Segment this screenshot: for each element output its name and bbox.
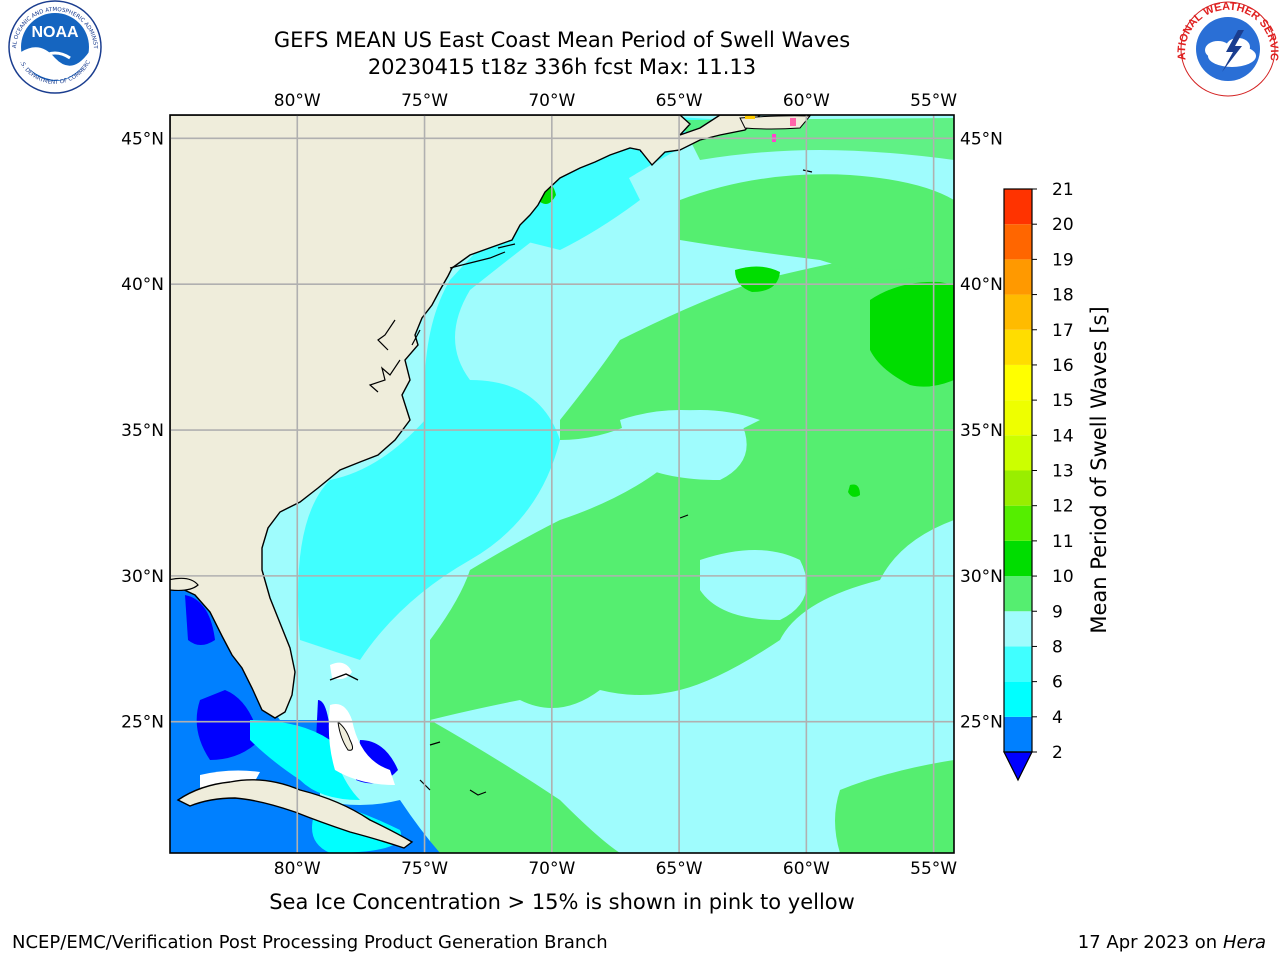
nws-ring-text: NATIONAL WEATHER SERVICE xyxy=(0,0,1280,61)
colorbar-tick-label: 15 xyxy=(1052,391,1074,411)
lon-label-bottom: 70°W xyxy=(528,859,575,879)
coast-details xyxy=(368,169,813,796)
colorbar-under-arrow xyxy=(1003,751,1033,782)
colorbar-tick-label: 2 xyxy=(1052,743,1063,763)
colorbar-segment xyxy=(1004,435,1032,471)
lat-label-right: 30°N xyxy=(960,567,1003,587)
colorbar-segment xyxy=(1004,364,1032,401)
sea-ice-note: Sea Ice Concentration > 15% is shown in … xyxy=(269,890,855,914)
colorbar-segment xyxy=(1004,189,1032,225)
lon-label-top: 75°W xyxy=(401,91,448,111)
cuba-land xyxy=(176,779,414,849)
map-subtitle: 20230415 t18z 336h fcst Max: 11.13 xyxy=(367,55,757,79)
colorbar-tick-label: 8 xyxy=(1052,637,1063,657)
lat-label-right: 40°N xyxy=(960,275,1003,295)
colorbar-tick-label: 19 xyxy=(1052,250,1074,270)
map-gridlines xyxy=(170,115,954,853)
lon-label-bottom: 55°W xyxy=(910,859,957,879)
colorbar-tick-label: 10 xyxy=(1052,567,1074,587)
colorbar-tick-label: 12 xyxy=(1052,497,1074,517)
map-area xyxy=(170,115,954,853)
map-frame xyxy=(169,114,955,854)
lon-label-top: 80°W xyxy=(274,91,321,111)
national-weather-service-logo: NATIONAL WEATHER SERVICE xyxy=(0,0,1280,97)
lat-label-left: 40°N xyxy=(121,275,164,295)
lat-label-left: 35°N xyxy=(121,421,164,441)
colorbar-segment xyxy=(1004,681,1032,717)
lon-label-top: 55°W xyxy=(910,91,957,111)
colorbar-segment xyxy=(1004,224,1032,260)
noaa-logo: NOAA NATIONAL OCEANIC AND ATMOSPHERIC AD… xyxy=(0,0,102,94)
colorbar-segment xyxy=(1004,259,1032,295)
noaa-logo-text: NOAA xyxy=(31,24,79,41)
colorbar-segment xyxy=(1004,329,1032,365)
colorbar-tick-label: 16 xyxy=(1052,356,1074,376)
credit-machine: Hera xyxy=(1222,932,1266,953)
lon-label-bottom: 65°W xyxy=(656,859,703,879)
colorbar-tick-label: 17 xyxy=(1052,321,1074,341)
map-title: GEFS MEAN US East Coast Mean Period of S… xyxy=(273,28,851,52)
credit-right: 17 Apr 2023 on Hera xyxy=(1078,932,1266,953)
colorbar-segment xyxy=(1004,716,1032,752)
colorbar-tick-label: 13 xyxy=(1052,462,1074,482)
colorbar-segment xyxy=(1004,540,1032,577)
colorbar-tick-label: 4 xyxy=(1052,708,1063,728)
colorbar-tick-label: 18 xyxy=(1052,286,1074,306)
lon-label-bottom: 60°W xyxy=(783,859,830,879)
colorbar-segment xyxy=(1004,611,1032,647)
colorbar: 2 4 6 8 9 10 11 12 13 14 15 16 17 18 19 20 21 xyxy=(1003,180,1074,782)
land-areas xyxy=(170,115,812,849)
colorbar-segment xyxy=(1004,294,1032,330)
colorbar-segment xyxy=(1004,470,1032,506)
credit-left: NCEP/EMC/Verification Post Processing Pr… xyxy=(12,932,608,953)
colorbar-tick-label: 21 xyxy=(1052,180,1074,200)
north-america-land xyxy=(170,115,761,719)
colorbar-tick-label: 9 xyxy=(1052,602,1063,622)
colorbar-tick-label: 11 xyxy=(1052,532,1074,552)
lat-label-right: 25°N xyxy=(960,713,1003,733)
lon-label-bottom: 80°W xyxy=(274,859,321,879)
lon-label-top: 70°W xyxy=(528,91,575,111)
colorbar-label: Mean Period of Swell Waves [s] xyxy=(1087,306,1111,633)
lat-label-right: 35°N xyxy=(960,421,1003,441)
colorbar-segment xyxy=(1004,400,1032,436)
axis-labels: 80°W 80°W 75°W 75°W 70°W 70°W 65°W 65°W 60°W 60°W… xyxy=(121,91,1003,879)
colorbar-segment xyxy=(1004,576,1032,612)
colorbar-tick-label: 20 xyxy=(1052,215,1074,235)
colorbar-segment xyxy=(1004,646,1032,682)
lat-label-left: 45°N xyxy=(121,129,164,149)
lat-label-left: 30°N xyxy=(121,567,164,587)
lon-label-top: 65°W xyxy=(656,91,703,111)
colorbar-tick-label: 6 xyxy=(1052,673,1063,693)
colorbar-tick-label: 14 xyxy=(1052,426,1074,446)
lon-label-top: 60°W xyxy=(783,91,830,111)
credit-date: 17 Apr 2023 on xyxy=(1077,932,1223,953)
colorbar-segment xyxy=(1004,505,1032,541)
lat-label-right: 45°N xyxy=(960,129,1003,149)
lon-label-bottom: 75°W xyxy=(401,859,448,879)
lat-label-left: 25°N xyxy=(121,713,164,733)
